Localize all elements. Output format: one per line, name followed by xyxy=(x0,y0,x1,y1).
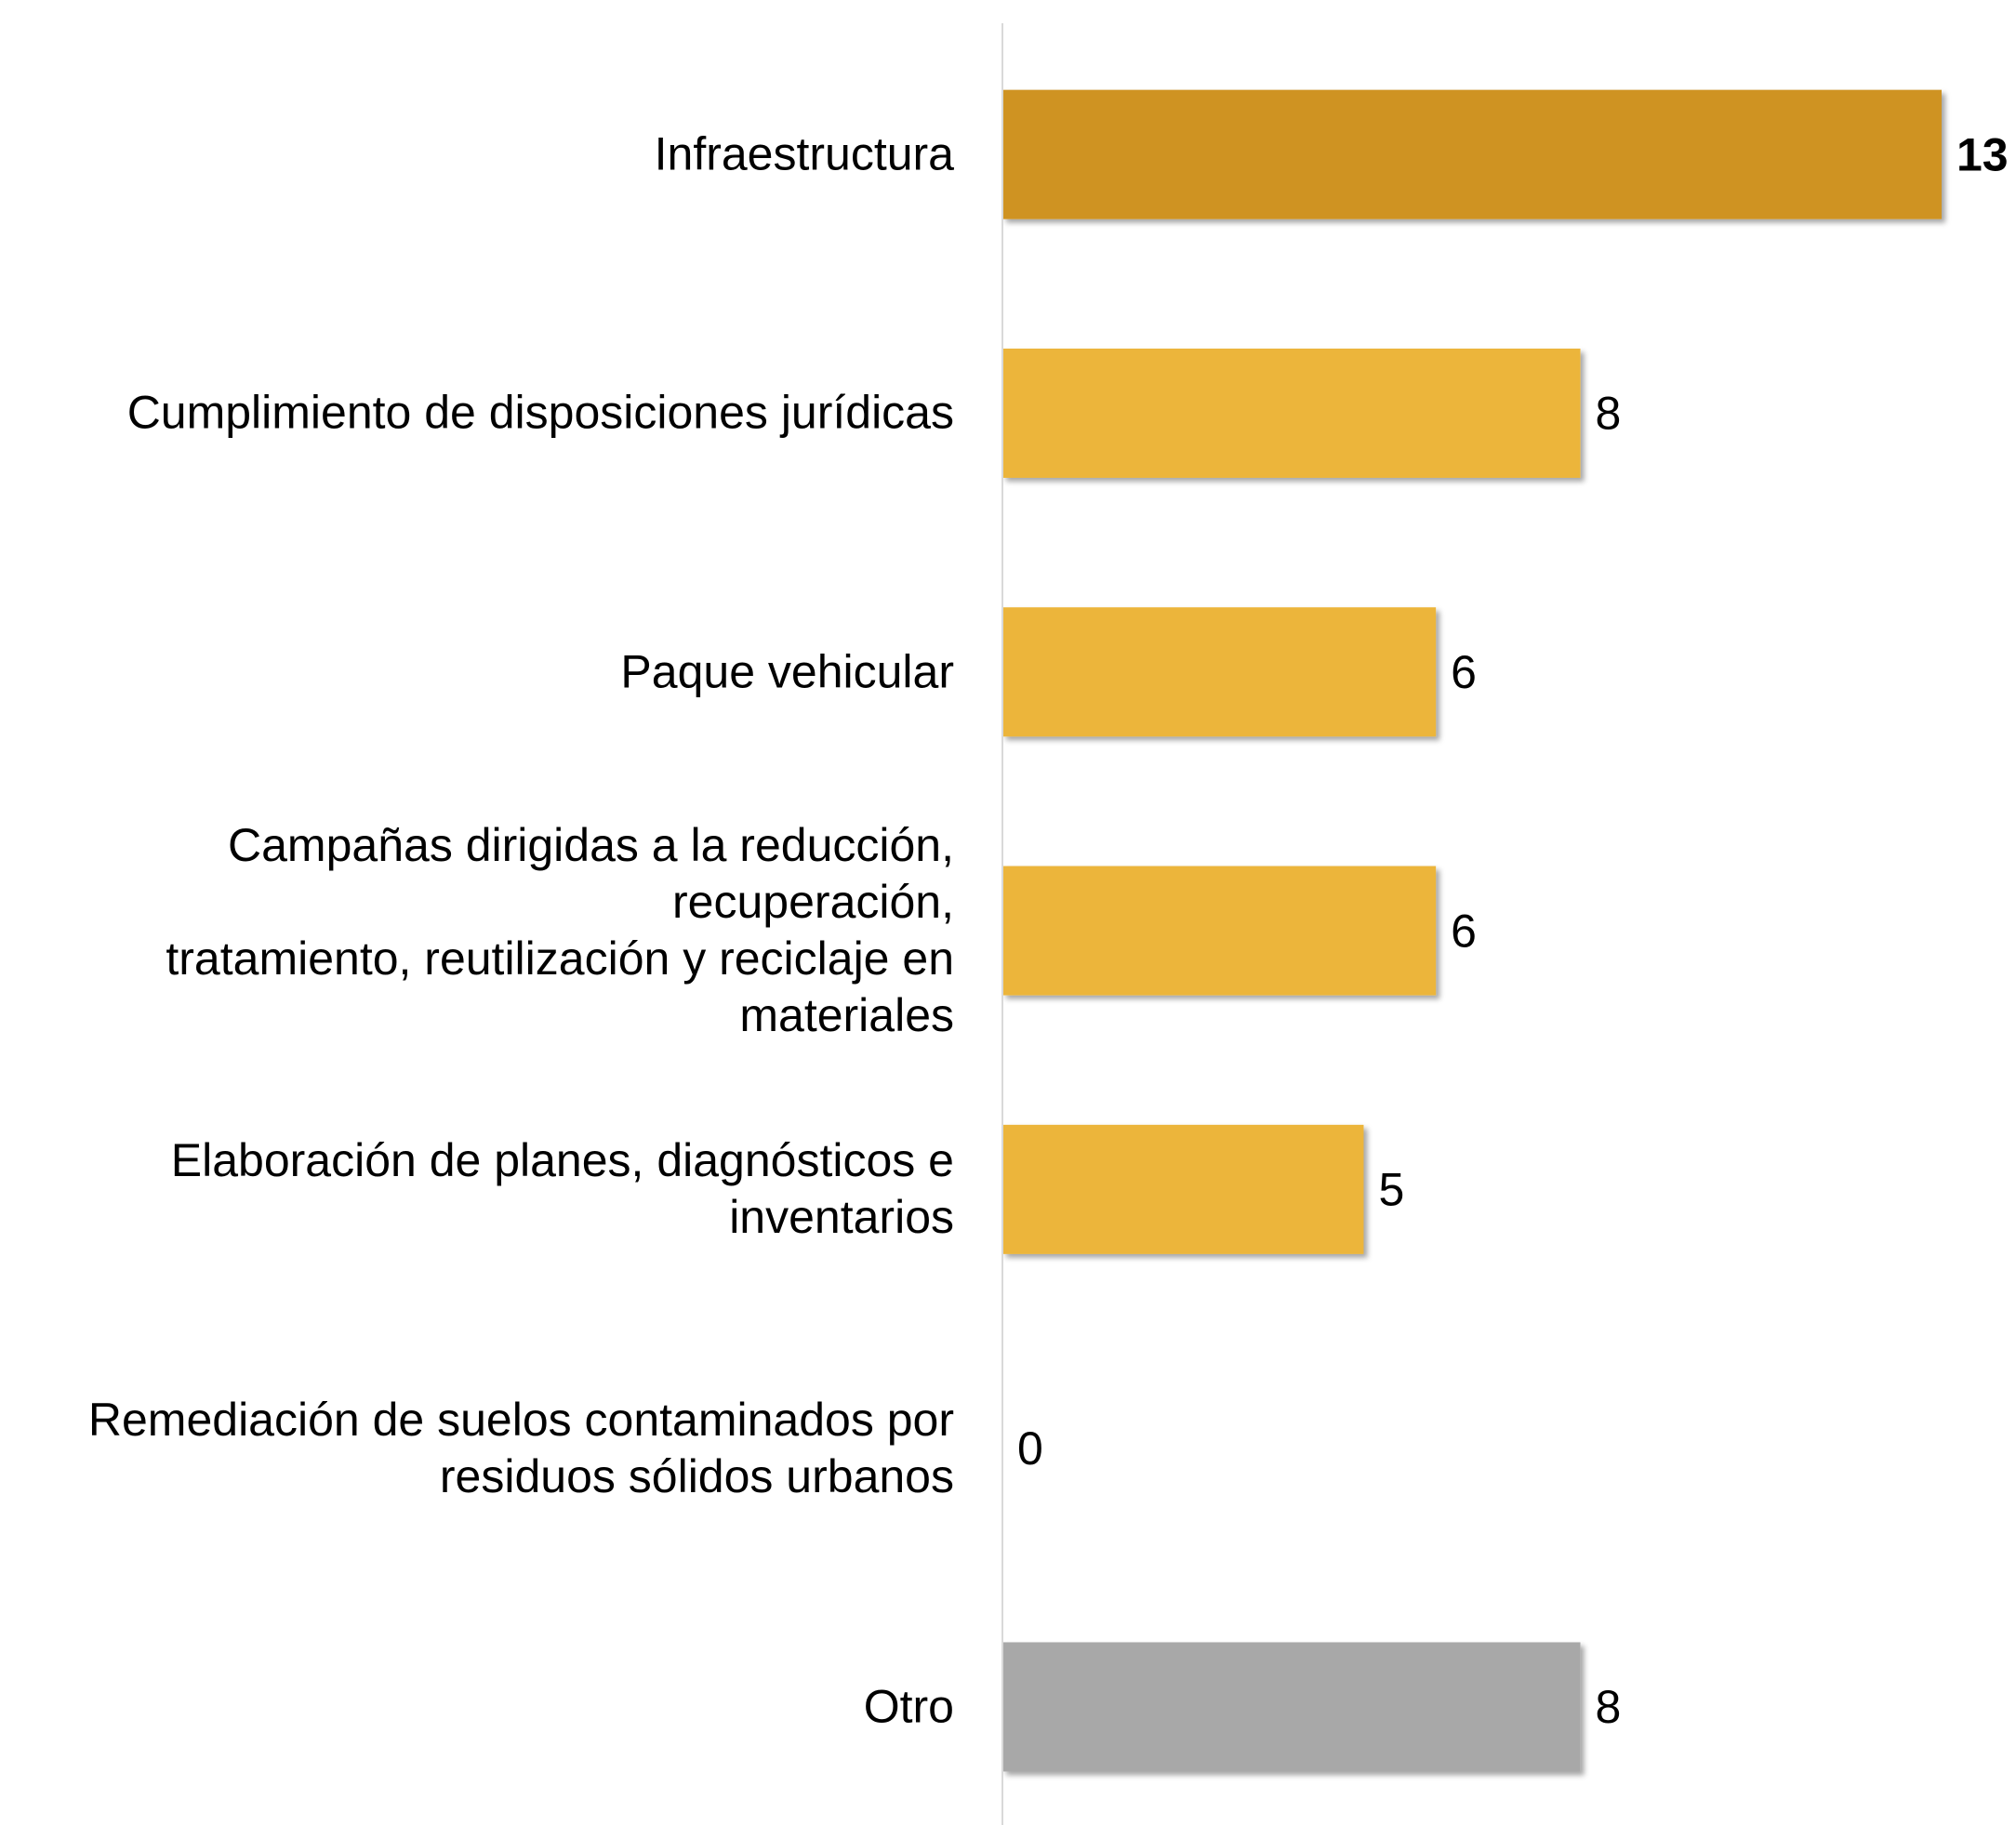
value-label: 5 xyxy=(1378,1164,1404,1216)
category-label: Cumplimiento de disposiciones jurídicas xyxy=(126,386,954,439)
value-label: 6 xyxy=(1451,646,1477,698)
category-label: Paque vehicular xyxy=(620,645,954,698)
bar xyxy=(1002,1642,1581,1772)
bar xyxy=(1002,89,1942,219)
category-label: Infraestructura xyxy=(654,127,954,180)
bar xyxy=(1002,607,1437,737)
bar xyxy=(1002,866,1437,996)
value-label: 13 xyxy=(1956,128,2009,180)
bar xyxy=(1002,1124,1364,1254)
value-label: 8 xyxy=(1596,1681,1622,1733)
category-label: Campañas dirigidas a la reducción, recup… xyxy=(166,819,954,1042)
category-label: Otro xyxy=(863,1680,954,1733)
bar xyxy=(1002,348,1581,478)
value-label: 0 xyxy=(1017,1422,1043,1475)
value-label: 6 xyxy=(1451,905,1477,957)
category-label: Remediación de suelos contaminados por r… xyxy=(87,1393,954,1502)
value-label: 8 xyxy=(1596,388,1622,440)
category-label: Elaboración de planes, diagnósticos e in… xyxy=(170,1134,954,1244)
